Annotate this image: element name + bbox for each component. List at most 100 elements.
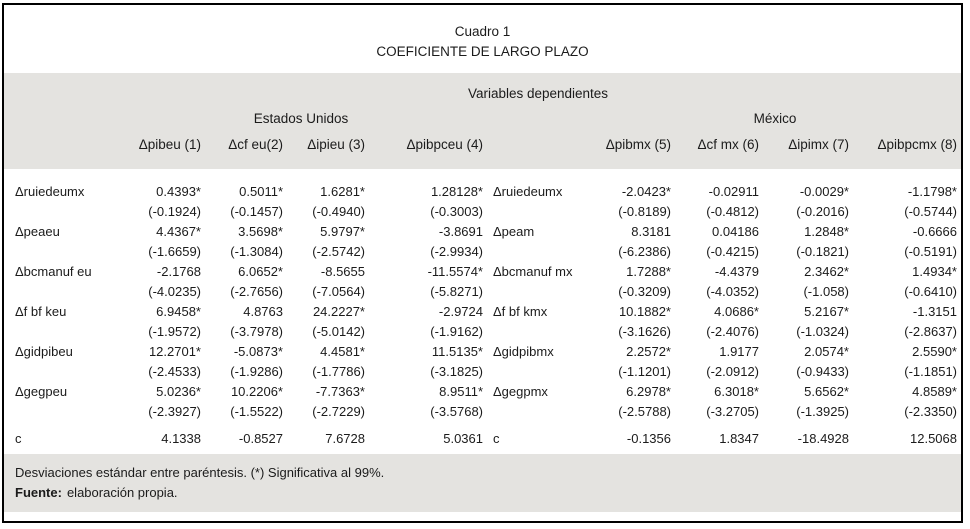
coefficient-cell: -0.0029* — [799, 184, 849, 199]
stderr-cell: (-2.5742) — [312, 244, 365, 259]
coefficient-cell: 2.3462* — [804, 264, 849, 279]
coefficient-cell: 6.3018* — [714, 384, 759, 399]
coefficient-cell: -4.4379 — [714, 264, 759, 279]
coefficient-cell: 6.2978* — [626, 384, 671, 399]
stderr-cell: (-1.058) — [803, 284, 849, 299]
coefficient-cell: -7.7363* — [315, 384, 365, 399]
coefficient-cell: 4.8763 — [243, 304, 283, 319]
coefficient-cell: 5.0236* — [156, 384, 201, 399]
stderr-cell: (-0.1924) — [148, 204, 201, 219]
stderr-cell: (-2.7656) — [230, 284, 283, 299]
stderr-cell: (-1.6659) — [148, 244, 201, 259]
coefficient-cell: -0.02911 — [708, 184, 759, 199]
stderr-cell: (-5.8271) — [430, 284, 483, 299]
coefficient-cell: 24.2227* — [312, 304, 365, 319]
stderr-cell: (-4.0352) — [706, 284, 759, 299]
coefficient-cell: 6.9458* — [156, 304, 201, 319]
coefficient-cell: 6.0652* — [238, 264, 283, 279]
column-headers-row: Δpibeu (1) Δcf eu(2) Δipieu (3) Δpibpceu… — [15, 136, 958, 153]
coefficient-cell: 4.0686* — [714, 304, 759, 319]
coefficient-cell: 1.6281* — [320, 184, 365, 199]
coefficient-cell: -0.6666 — [912, 224, 957, 239]
stderr-cell: (-1.3084) — [230, 244, 283, 259]
coefficient-cell: 8.3181 — [631, 224, 671, 239]
column-header: Δpibmx (5) — [605, 137, 671, 152]
row-label: Δf bf kmx — [493, 304, 548, 319]
stderr-cell: (-4.0235) — [148, 284, 201, 299]
coefficient-cell: 0.5011* — [239, 184, 283, 199]
dependent-variables-label: Variables dependientes — [467, 86, 609, 101]
stderr-cell: (-0.3003) — [430, 204, 483, 219]
coefficient-cell: -3.8691 — [438, 224, 483, 239]
coefficient-cell: -18.4928 — [797, 431, 849, 446]
coefficient-cell: -2.1768 — [156, 264, 201, 279]
coefficient-cell: 7.6728 — [325, 431, 365, 446]
table-note: Desviaciones estándar entre paréntesis. … — [15, 465, 385, 480]
coefficient-cell: -2.9724 — [438, 304, 483, 319]
coefficient-cell: -0.8527 — [238, 431, 283, 446]
coefficient-cell: 10.2206* — [230, 384, 283, 399]
coefficient-cell: 1.9177 — [719, 344, 759, 359]
coefficient-cell: -8.5655 — [320, 264, 365, 279]
stderr-cell: (-0.1457) — [230, 204, 283, 219]
table-body: Δruiedeumx 0.4393* 0.5011* 1.6281* 1.28128* Δ… — [4, 169, 961, 454]
coefficient-cell: -1.1798* — [907, 184, 957, 199]
group-header-estados-unidos: Estados Unidos — [253, 111, 349, 126]
dependent-variables-row: Variables dependientes — [15, 86, 958, 102]
stderr-cell: (-3.1626) — [618, 324, 671, 339]
stderr-cell: (-0.5744) — [904, 204, 957, 219]
stderr-cell: (-2.5788) — [618, 404, 671, 419]
column-header: Δipieu (3) — [307, 137, 365, 152]
stderr-cell: (-3.7978) — [230, 324, 283, 339]
table-row: c 4.1338 -0.8527 7.6728 5.0361 c -0.1356 1.8347… — [15, 429, 958, 449]
stderr-cell: (-5.0142) — [312, 324, 365, 339]
coefficient-cell: 4.1338 — [161, 431, 201, 446]
stderr-cell: (-3.5768) — [430, 404, 483, 419]
table-subtitle: COEFICIENTE DE LARGO PLAZO — [376, 44, 589, 59]
stderr-cell: (-0.4940) — [312, 204, 365, 219]
stderr-cell: (-2.7229) — [312, 404, 365, 419]
row-label: Δbcmanuf mx — [493, 264, 573, 279]
stderr-cell: (-3.1825) — [430, 364, 483, 379]
table-row: Δgegpeu 5.0236* 10.2206* -7.7363* 8.9511* Δge… — [15, 382, 958, 402]
table-row: (-4.0235) (-2.7656) (-7.0564) (-5.8271) (-0.… — [15, 282, 958, 302]
group-header-row: Estados Unidos México — [15, 111, 958, 127]
table-source: Fuente: elaboración propia. — [15, 483, 949, 503]
stderr-cell: (-2.8637) — [904, 324, 957, 339]
table-row: (-1.9572) (-3.7978) (-5.0142) (-1.9162) (-3.… — [15, 322, 958, 342]
coefficient-cell: 5.0361 — [443, 431, 483, 446]
row-label: Δgidpibmx — [493, 344, 554, 359]
coefficient-cell: 8.9511* — [439, 384, 483, 399]
stderr-cell: (-1.1851) — [904, 364, 957, 379]
coefficient-cell: 1.8347 — [719, 431, 759, 446]
coefficient-cell: -1.3151 — [912, 304, 957, 319]
stderr-cell: (-0.1821) — [796, 244, 849, 259]
coefficient-cell: 1.4934* — [912, 264, 957, 279]
group-header-mexico: México — [753, 111, 797, 126]
table-row: Δf bf keu 6.9458* 4.8763 24.2227* -2.9724 Δf … — [15, 302, 958, 322]
stderr-cell: (-7.0564) — [312, 284, 365, 299]
column-header: Δpibpceu (4) — [406, 137, 483, 152]
coefficient-cell: 0.4393* — [156, 184, 201, 199]
stderr-cell: (-2.3927) — [148, 404, 201, 419]
stderr-cell: (-0.2016) — [796, 204, 849, 219]
coefficient-cell: 2.0574* — [804, 344, 849, 359]
table-row: (-0.1924) (-0.1457) (-0.4940) (-0.3003) (-0.… — [15, 202, 958, 222]
coefficient-cell: 5.6562* — [804, 384, 849, 399]
stderr-cell: (-3.2705) — [706, 404, 759, 419]
stderr-cell: (-1.9162) — [430, 324, 483, 339]
table-row: (-2.4533) (-1.9286) (-1.7786) (-3.1825) (-1.… — [15, 362, 958, 382]
row-label: Δruiedeumx — [493, 184, 563, 199]
column-header: Δipimx (7) — [788, 137, 849, 152]
row-label: Δpeam — [493, 224, 535, 239]
stderr-cell: (-2.9934) — [430, 244, 483, 259]
column-header: Δcf mx (6) — [697, 137, 759, 152]
coefficient-cell: 3.5698* — [238, 224, 283, 239]
stderr-cell: (-0.5191) — [904, 244, 957, 259]
stderr-cell: (-1.7786) — [312, 364, 365, 379]
source-text: elaboración propia. — [66, 485, 178, 500]
row-label: Δgidpibeu — [15, 344, 73, 359]
stderr-cell: (-0.4812) — [706, 204, 759, 219]
row-label: c — [15, 431, 22, 446]
table-row: Δpeaeu 4.4367* 3.5698* 5.9797* -3.8691 Δpeam 8… — [15, 222, 958, 242]
